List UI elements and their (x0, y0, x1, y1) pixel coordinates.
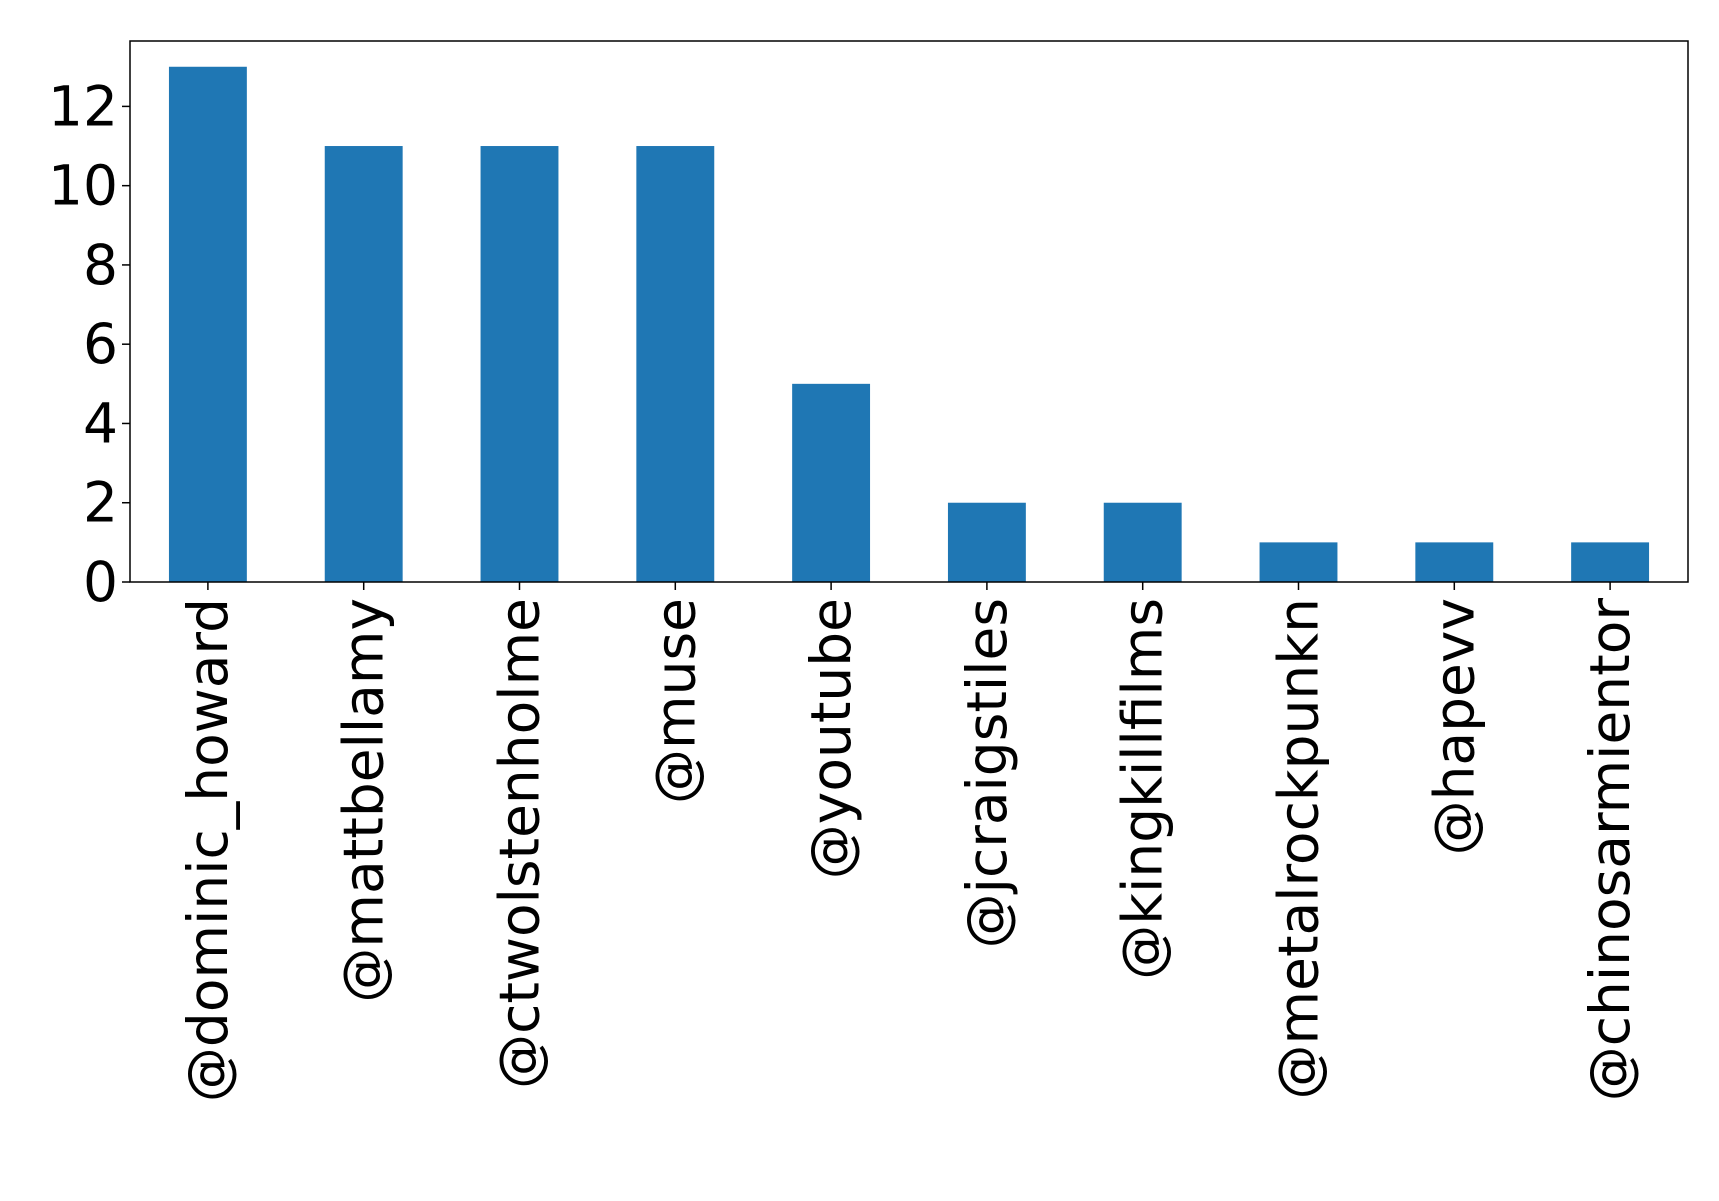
x-tick-label: @hapevv (1422, 598, 1486, 855)
y-tick-label: 0 (83, 550, 118, 614)
bar-mattbellamy (324, 146, 403, 582)
bar-metalrockpunkn (1259, 542, 1338, 582)
bar-chinosarmientor (1571, 542, 1650, 582)
x-axis-ticks: @dominic_howard @mattbellamy @ctwolstenhol… (176, 582, 1642, 1102)
y-tick-label: 8 (83, 233, 118, 297)
x-tick-label: @mattbellamy (332, 598, 396, 1003)
x-tick-label: @dominic_howard (176, 598, 240, 1102)
y-tick-label: 2 (83, 471, 118, 535)
bar-dominic_howard (168, 66, 247, 582)
bars-group (168, 66, 1650, 582)
y-tick-label: 10 (48, 154, 118, 218)
x-tick-label: @metalrockpunkn (1267, 598, 1331, 1099)
bar-hapevv (1415, 542, 1494, 582)
x-tick-label: @jcraigstiles (955, 598, 1019, 948)
bar-muse (636, 146, 715, 582)
x-tick-label: @ctwolstenholme (488, 598, 552, 1089)
y-tick-label: 6 (83, 312, 118, 376)
y-axis-ticks: 0 2 4 6 8 10 12 (48, 74, 130, 614)
bar-jcraigstiles (947, 502, 1026, 582)
y-tick-label: 4 (83, 391, 118, 455)
x-tick-label: @chinosarmientor (1578, 598, 1642, 1102)
bar-youtube (792, 383, 871, 582)
plot-frame (129, 40, 1689, 583)
y-tick-label: 12 (48, 74, 118, 138)
bar-ctwolstenholme (480, 146, 559, 582)
x-tick-label: @muse (643, 598, 707, 804)
x-tick-label: @kingkillfilms (1111, 598, 1175, 980)
bar-kingkillfilms (1103, 502, 1182, 582)
x-tick-label: @youtube (799, 598, 863, 879)
